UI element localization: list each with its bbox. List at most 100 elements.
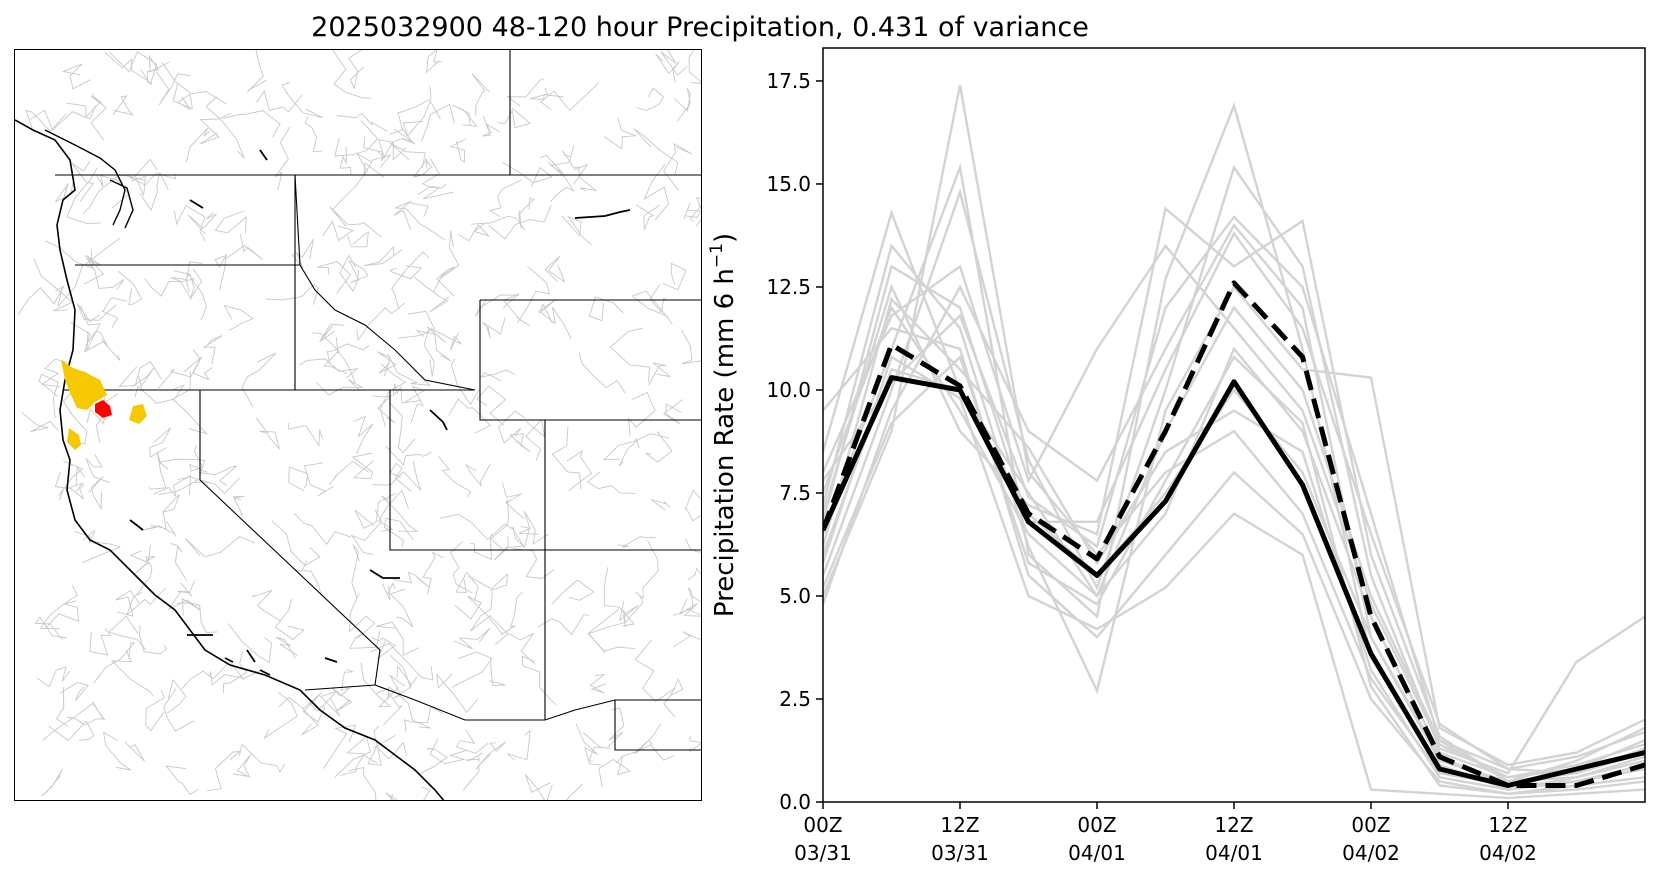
basin-boundary [17,285,65,316]
basin-boundary [138,624,168,655]
basin-boundary [100,297,128,328]
ensemble-member-line [823,243,1645,767]
basin-boundary [139,171,169,212]
basin-boundary [475,741,507,770]
basin-boundary [64,466,86,492]
basin-boundary [128,172,177,186]
basin-boundary [603,567,635,627]
basin-boundary [685,538,701,553]
basin-boundary [177,580,195,597]
basin-boundary [326,343,370,364]
basin-boundary [502,482,525,519]
basin-boundary [322,220,355,242]
basin-boundary [141,520,177,538]
ensemble-member-line [823,354,1645,796]
basin-boundary [319,323,345,343]
basin-boundary [328,461,370,486]
basin-boundary [465,463,491,487]
basin-boundary [586,471,637,494]
basin-boundary [59,682,89,701]
basin-boundary [391,251,430,310]
basin-boundary [61,63,91,90]
puget-sound [44,129,134,229]
basin-boundary [540,82,600,112]
basin-boundary [354,492,397,530]
basin-boundary [125,741,145,762]
basin-boundary [508,433,531,453]
basin-boundary [370,642,434,681]
basin-boundary [347,231,369,248]
basin-boundary [551,579,595,605]
basin-boundary [58,460,84,501]
basin-boundary [377,351,397,377]
basin-boundary [172,384,208,435]
y-axis: 0.0 2.5 5.0 7.5 10.0 12.5 15.0 17.5 [766,69,823,814]
basin-boundary [205,96,245,159]
y-tick-label: 10.0 [766,378,811,402]
basin-boundary [465,752,484,762]
basin-boundary [363,154,392,178]
basin-boundary [308,690,341,717]
basin-boundary [575,723,602,766]
y-tick-label: 15.0 [766,172,811,196]
basin-boundary [360,662,400,708]
basin-boundary [454,627,491,650]
basin-boundary [489,498,510,550]
x-tick-label: 04/01 [1205,841,1263,865]
basin-boundary [609,327,650,383]
basin-boundary [469,591,509,635]
basin-boundary [311,332,356,385]
basin-boundary [482,317,506,339]
basin-boundary [255,417,280,450]
basin-boundary [288,466,309,491]
x-tick-label: 00Z [803,813,842,837]
basin-boundary [183,356,213,381]
basin-boundary [30,105,96,131]
basin-boundary [363,136,405,162]
basin-boundary [38,373,59,419]
basin-boundary [518,197,535,229]
coastline [15,119,445,800]
basin-boundary [449,540,473,594]
basin-boundary [332,50,372,99]
basin-boundary [421,103,455,142]
y-tick-label: 5.0 [779,584,811,608]
y-tick-label: 17.5 [766,69,811,93]
basin-boundary [389,265,423,280]
basin-boundary [432,266,456,297]
basin-boundary [339,147,352,176]
basin-boundary [199,112,231,145]
basin-boundary [265,284,319,305]
basin-boundary [502,293,531,327]
ensemble-member-line [823,215,1645,783]
basin-boundary [54,471,85,500]
basin-map [14,49,702,801]
basin-boundary [414,276,450,313]
basin-boundary [207,750,242,792]
basin-boundary [251,589,282,622]
summary-lines [823,280,1645,788]
basin-boundary [347,50,364,90]
basin-boundary [145,689,165,732]
basin-boundary [421,158,447,189]
basin-boundary [385,445,432,467]
basin-boundary [84,255,125,290]
basin-boundary [21,411,59,433]
basin-boundary [574,166,598,192]
x-tick-label: 00Z [1351,813,1390,837]
basin-boundary [185,536,256,558]
basin-boundary [334,120,379,157]
basin-boundary [423,327,446,377]
basin-boundary [185,273,207,321]
basin-boundary [607,707,625,748]
basin-boundary [551,426,582,490]
ensemble-member-line [823,164,1645,775]
basin-boundary [588,594,644,654]
x-tick-label: 00Z [1077,813,1116,837]
basin-boundary [263,692,298,739]
basin-boundary [603,117,636,150]
lakes [129,149,631,676]
x-tick-label: 12Z [1488,813,1527,837]
basin-boundary [66,93,101,118]
basin-boundary [537,614,589,636]
